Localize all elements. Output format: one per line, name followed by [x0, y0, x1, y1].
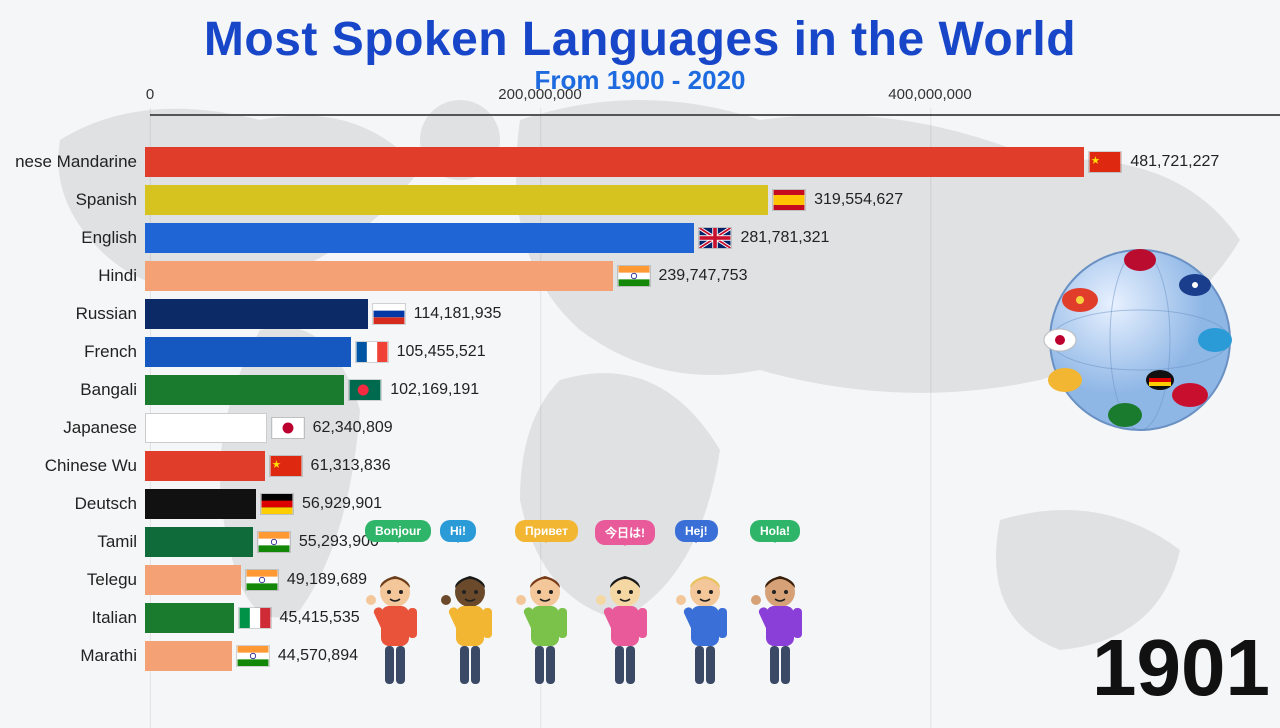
page-subtitle: From 1900 - 2020 — [0, 65, 1280, 96]
greeting-person: Hej! — [670, 520, 740, 690]
bar-value: 61,313,836 — [311, 457, 391, 475]
x-axis: 0200,000,000400,000,000 — [150, 114, 1280, 144]
bar-row: Chinese Wu61,313,836 — [150, 448, 1280, 484]
bar-value: 49,189,689 — [287, 571, 367, 589]
bar-label: Japanese — [0, 418, 145, 438]
axis-tick: 400,000,000 — [888, 86, 971, 103]
bar — [145, 375, 344, 405]
speech-bubble: Hi! — [440, 520, 476, 542]
bar-row: Spanish319,554,627 — [150, 182, 1280, 218]
speech-bubble: Hola! — [750, 520, 800, 542]
bar-value: 44,570,894 — [278, 647, 358, 665]
bar — [145, 451, 265, 481]
speech-bubble: Привет — [515, 520, 578, 542]
bar-label: Telegu — [0, 570, 145, 590]
bar-value: 45,415,535 — [280, 609, 360, 627]
bar-value: 114,181,935 — [414, 305, 502, 323]
bar-label: English — [0, 228, 145, 248]
bar — [145, 603, 234, 633]
globe-flags-illustration — [1030, 230, 1250, 450]
bar-label: French — [0, 342, 145, 362]
bar-label: Russian — [0, 304, 145, 324]
bar-value: 62,340,809 — [313, 419, 393, 437]
bar-label: Italian — [0, 608, 145, 628]
bar-row: nese Mandarine481,721,227 — [150, 144, 1280, 180]
bar — [145, 185, 768, 215]
bar — [145, 527, 253, 557]
bar-value: 102,169,191 — [390, 381, 479, 399]
bar-value: 481,721,227 — [1130, 153, 1219, 171]
bar — [145, 565, 241, 595]
bar-label: Chinese Wu — [0, 456, 145, 476]
bar — [145, 337, 351, 367]
bar-value: 319,554,627 — [814, 191, 903, 209]
axis-tick: 0 — [146, 86, 154, 103]
bar-label: Hindi — [0, 266, 145, 286]
bar-value: 281,781,321 — [740, 229, 829, 247]
greeting-person: Hi! — [435, 520, 505, 690]
page-title: Most Spoken Languages in the World — [0, 12, 1280, 67]
bar-value: 239,747,753 — [659, 267, 748, 285]
bar-label: Spanish — [0, 190, 145, 210]
year-counter: 1901 — [1092, 622, 1270, 714]
bar — [145, 223, 694, 253]
greeting-person: Hola! — [745, 520, 815, 690]
bar-label: nese Mandarine — [0, 152, 145, 172]
bar-label: Tamil — [0, 532, 145, 552]
speech-bubble: Hej! — [675, 520, 718, 542]
greeting-person: Привет — [510, 520, 580, 690]
greeting-people-illustration: Bonjour Hi! Привет 今日は! Hej! Hola! — [360, 520, 820, 690]
greeting-person: Bonjour — [360, 520, 430, 690]
bar — [145, 641, 232, 671]
speech-bubble: Bonjour — [365, 520, 431, 542]
bar-label: Bangali — [0, 380, 145, 400]
bar-value: 105,455,521 — [397, 343, 486, 361]
greeting-person: 今日は! — [590, 520, 660, 690]
bar — [145, 261, 613, 291]
bar — [145, 413, 267, 443]
bar — [145, 299, 368, 329]
bar-label: Deutsch — [0, 494, 145, 514]
speech-bubble: 今日は! — [595, 520, 655, 545]
bar-label: Marathi — [0, 646, 145, 666]
axis-tick: 200,000,000 — [498, 86, 581, 103]
bar-value: 56,929,901 — [302, 495, 382, 513]
bar — [145, 147, 1084, 177]
bar — [145, 489, 256, 519]
bar-row: Deutsch56,929,901 — [150, 486, 1280, 522]
